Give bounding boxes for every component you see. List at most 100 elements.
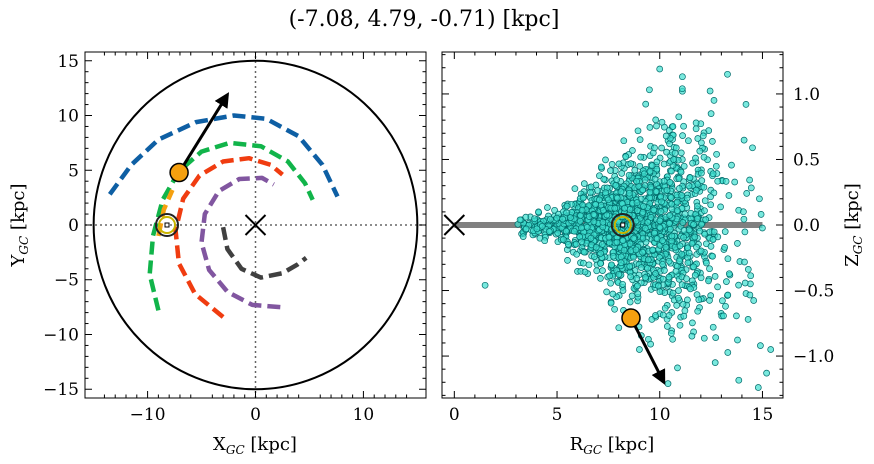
scatter-point <box>644 256 652 264</box>
scatter-point <box>620 137 628 145</box>
rz-plot-area <box>443 65 775 391</box>
scatter-point <box>652 116 660 124</box>
scatter-point <box>698 177 706 184</box>
scatter-point <box>744 316 752 323</box>
scatter-point <box>675 294 682 302</box>
scatter-point <box>608 161 616 168</box>
scatter-point <box>663 148 670 156</box>
scatter-point <box>759 224 766 232</box>
scatter-point <box>666 220 673 227</box>
scatter-point <box>676 257 683 265</box>
scatter-point <box>666 212 674 219</box>
scatter-point <box>667 225 674 233</box>
scatter-point <box>767 346 775 353</box>
scatter-point <box>686 174 694 182</box>
scatter-point <box>671 149 679 157</box>
scatter-point <box>636 162 644 170</box>
scatter-point <box>678 85 686 93</box>
scatter-point <box>647 214 655 221</box>
y-tick-label: 5 <box>68 161 79 181</box>
scatter-point <box>709 236 717 243</box>
scatter-point <box>754 384 762 391</box>
scatter-point <box>688 332 696 340</box>
scatter-point <box>562 227 570 235</box>
scatter-point <box>681 307 689 315</box>
scatter-point <box>669 335 676 343</box>
scatter-point <box>746 176 753 184</box>
scatter-point <box>667 329 675 337</box>
star-position-marker <box>169 162 189 183</box>
x-axis-label-right: RGC [kpc] <box>570 434 655 457</box>
spiral-arm-gray <box>220 226 308 280</box>
scatter-point <box>710 97 718 104</box>
scatter-point <box>719 297 726 305</box>
galactic-center-marker <box>443 214 466 236</box>
scatter-point <box>668 200 675 208</box>
scatter-point <box>570 227 578 235</box>
scatter-point <box>693 243 700 251</box>
scatter-point <box>592 243 600 251</box>
scatter-point <box>676 242 684 250</box>
scatter-point <box>677 149 685 157</box>
scatter-point <box>700 334 708 342</box>
scatter-point <box>637 153 645 161</box>
scatter-point <box>585 261 593 269</box>
spiral-arm-blue <box>107 113 340 198</box>
scatter-point <box>756 195 763 203</box>
scatter-point <box>697 247 705 255</box>
scatter-point <box>615 324 623 332</box>
scatter-point <box>699 132 707 140</box>
scatter-point <box>587 189 594 196</box>
scatter-point <box>613 238 621 246</box>
scatter-point <box>619 237 627 244</box>
scatter-point <box>611 204 619 212</box>
scatter-point <box>678 191 686 199</box>
scatter-point <box>665 312 673 319</box>
scatter-point <box>679 73 686 81</box>
scatter-point <box>576 217 584 225</box>
scatter-point <box>627 160 635 167</box>
scatter-point <box>703 259 710 267</box>
y-tick-label: −0.5 <box>793 282 834 302</box>
scatter-point <box>593 267 601 275</box>
scatter-point <box>714 283 721 291</box>
scatter-point <box>639 186 646 194</box>
scatter-point <box>740 215 748 223</box>
scatter-point <box>742 101 750 108</box>
scatter-point <box>653 165 661 173</box>
x-tick-label: −10 <box>130 405 166 425</box>
x-tick-label: 10 <box>353 405 375 425</box>
scatter-point <box>680 234 687 241</box>
scatter-point <box>600 175 608 183</box>
scatter-point <box>603 288 610 296</box>
scatter-point <box>627 273 634 281</box>
scatter-point <box>694 202 701 210</box>
x-tick-label: 15 <box>752 405 774 425</box>
xy-plot-area <box>85 52 426 398</box>
scatter-point <box>692 186 700 194</box>
scatter-point <box>722 178 730 185</box>
scatter-point <box>701 207 708 215</box>
scatter-point <box>625 189 633 197</box>
scatter-point <box>572 240 580 248</box>
scatter-point <box>724 349 732 356</box>
scatter-point <box>633 275 641 282</box>
scatter-point <box>700 183 708 191</box>
scatter-point <box>691 271 699 279</box>
scatter-point <box>626 240 634 248</box>
scatter-point <box>642 274 649 281</box>
scatter-point <box>553 214 561 222</box>
scatter-point <box>675 113 683 121</box>
scatter-point <box>590 211 598 218</box>
scatter-point <box>580 248 588 256</box>
scatter-point <box>665 257 673 265</box>
scatter-point <box>594 187 601 194</box>
sun-inner-ring <box>158 216 177 234</box>
scatter-point <box>741 279 749 287</box>
scatter-point <box>612 182 620 189</box>
scatter-point <box>617 259 625 267</box>
scatter-point <box>651 144 658 152</box>
scatter-point <box>685 249 693 257</box>
scatter-point <box>651 175 659 183</box>
scatter-point <box>578 206 586 214</box>
